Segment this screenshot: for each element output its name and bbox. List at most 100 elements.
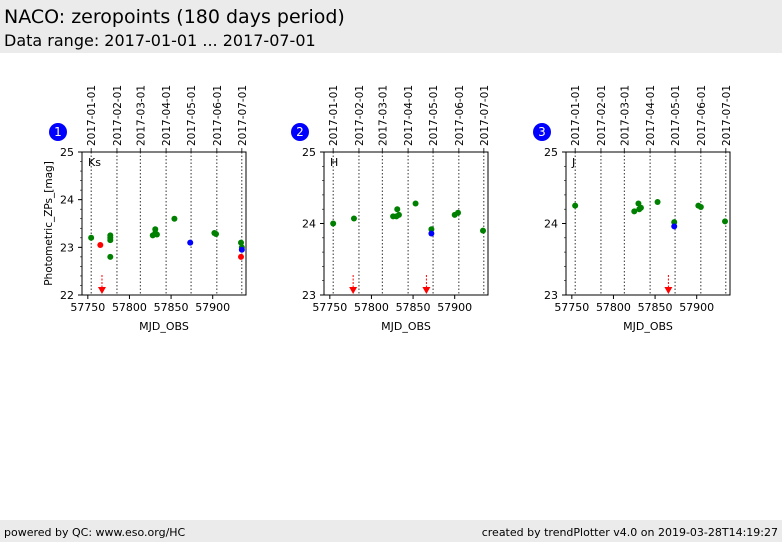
x-tick-label: 57800	[354, 301, 389, 314]
panel-number-badge	[291, 123, 309, 141]
y-tick-label: 24	[60, 194, 74, 207]
date-tick-label: 2017-05-01	[428, 85, 440, 146]
x-axis-label: MJD_OBS	[139, 320, 189, 333]
page-title: NACO: zeropoints (180 days period)	[4, 6, 345, 28]
x-tick-label: 57750	[554, 301, 589, 314]
date-tick-label: 2017-02-01	[112, 85, 124, 146]
x-axis-label: MJD_OBS	[381, 320, 431, 333]
date-tick-label: 2017-06-01	[454, 85, 466, 146]
header: NACO: zeropoints (180 days period) Data …	[0, 0, 782, 53]
below-range-arrow-head	[664, 287, 673, 294]
date-tick-label: 2017-04-01	[645, 85, 657, 146]
date-tick-label: 2017-05-01	[670, 85, 682, 146]
y-tick-label: 25	[302, 146, 316, 159]
data-point-ok	[88, 234, 95, 241]
footer: powered by QC: www.eso.org/HC created by…	[0, 520, 782, 542]
plot-frame	[323, 151, 489, 296]
data-point-ok	[350, 215, 357, 222]
date-tick-label: 2017-04-01	[161, 85, 173, 146]
y-axis-label: Photometric_ZPs_[mag]	[43, 161, 55, 286]
panel-number-label: 3	[538, 125, 546, 139]
y-tick-label: 23	[302, 289, 316, 302]
date-tick-label: 2017-07-01	[721, 85, 733, 146]
data-point-ok	[394, 206, 401, 213]
below-range-arrow-head	[422, 287, 431, 294]
data-point-ok	[152, 226, 159, 233]
x-tick-label: 57750	[70, 301, 105, 314]
data-point-ok	[480, 227, 487, 234]
y-tick-label: 22	[60, 289, 74, 302]
data-point-ok	[330, 220, 337, 227]
band-label: H	[330, 156, 338, 169]
footer-powered-by: powered by QC: www.eso.org/HC	[4, 526, 186, 539]
x-tick-label: 57750	[312, 301, 347, 314]
plot-frame	[565, 151, 731, 296]
charts-area: 2017-01-01 2017-02-01 2017-03-01 2017-04-01…	[0, 53, 782, 520]
y-tick-label: 24	[302, 218, 316, 231]
date-tick-label: 2017-01-01	[86, 85, 98, 146]
date-tick-label: 2017-01-01	[328, 85, 340, 146]
data-point-ok	[637, 204, 644, 211]
band-label: J	[571, 156, 575, 169]
y-tick-label: 23	[544, 289, 558, 302]
date-tick-label: 2017-01-01	[570, 85, 582, 146]
data-point-outlier	[97, 241, 104, 248]
chart-panel-1: 2017-01-01 2017-02-01 2017-03-01 2017-04-01…	[43, 85, 249, 333]
panel-number-badge	[49, 123, 67, 141]
data-point-ok	[107, 253, 114, 260]
trend-charts-svg: 2017-01-01 2017-02-01 2017-03-01 2017-04-01…	[43, 85, 733, 333]
date-tick-label: 2017-06-01	[212, 85, 224, 146]
data-point-latest	[671, 223, 678, 230]
date-tick-label: 2017-04-01	[403, 85, 415, 146]
x-tick-label: 57800	[596, 301, 631, 314]
data-point-ok	[572, 202, 579, 209]
data-point-ok	[428, 226, 435, 233]
data-point-ok	[395, 211, 402, 218]
y-tick-label: 25	[60, 146, 74, 159]
x-tick-label: 57850	[396, 301, 431, 314]
data-point-ok	[455, 209, 462, 216]
data-point-latest	[238, 246, 245, 253]
panel-number-label: 1	[54, 125, 62, 139]
x-tick-label: 57800	[112, 301, 147, 314]
x-tick-label: 57900	[437, 301, 472, 314]
data-point-ok	[697, 204, 704, 211]
data-point-ok	[722, 218, 729, 225]
data-point-ok	[412, 200, 419, 207]
x-axis-label: MJD_OBS	[623, 320, 673, 333]
below-range-arrow-head	[349, 287, 358, 294]
chart-panel-3: 2017-01-01 2017-02-01 2017-03-01 2017-04-01…	[533, 85, 733, 333]
data-point-ok	[671, 219, 678, 226]
data-point-outlier	[238, 253, 245, 260]
y-tick-label: 23	[60, 241, 74, 254]
data-point-latest	[428, 230, 435, 237]
data-point-ok	[631, 208, 638, 215]
below-range-arrow-head	[97, 287, 106, 294]
x-tick-label: 57850	[638, 301, 673, 314]
chart-panel-2: 2017-01-01 2017-02-01 2017-03-01 2017-04-01…	[291, 85, 491, 333]
y-tick-label: 24	[544, 218, 558, 231]
data-point-ok	[153, 231, 160, 238]
data-point-ok	[213, 230, 220, 237]
data-point-latest	[187, 239, 194, 246]
band-label: Ks	[88, 156, 101, 169]
data-point-ok	[171, 215, 178, 222]
data-point-ok	[107, 237, 114, 244]
date-tick-label: 2017-07-01	[479, 85, 491, 146]
y-tick-label: 25	[544, 146, 558, 159]
data-range-subtitle: Data range: 2017-01-01 ... 2017-07-01	[4, 31, 316, 50]
date-tick-label: 2017-07-01	[237, 85, 249, 146]
date-tick-label: 2017-03-01	[619, 85, 631, 146]
data-point-ok	[654, 199, 661, 206]
date-tick-label: 2017-06-01	[696, 85, 708, 146]
date-tick-label: 2017-05-01	[186, 85, 198, 146]
date-tick-label: 2017-03-01	[135, 85, 147, 146]
date-tick-label: 2017-02-01	[596, 85, 608, 146]
panel-number-label: 2	[296, 125, 304, 139]
date-tick-label: 2017-03-01	[377, 85, 389, 146]
data-point-ok	[238, 239, 245, 246]
panel-number-badge	[533, 123, 551, 141]
footer-created-by: created by trendPlotter v4.0 on 2019-03-…	[481, 526, 778, 539]
plot-frame	[81, 151, 247, 296]
x-tick-label: 57900	[679, 301, 714, 314]
